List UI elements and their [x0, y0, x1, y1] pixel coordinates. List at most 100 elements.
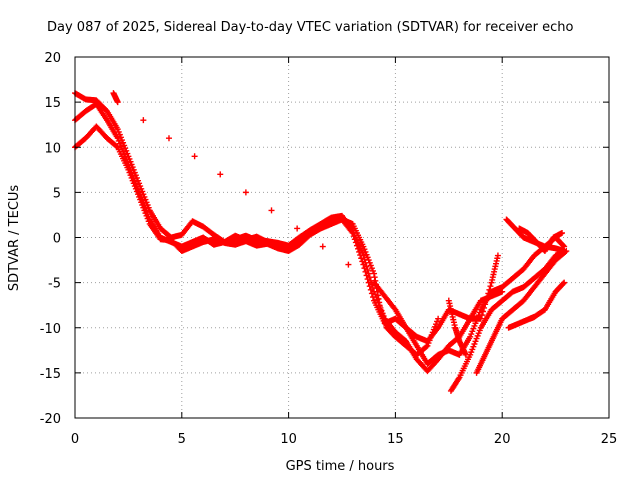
data-point [129, 164, 136, 171]
chart-title: Day 087 of 2025, Sidereal Day-to-day VTE… [47, 20, 574, 35]
data-point [191, 153, 198, 160]
data-point [128, 174, 135, 181]
y-tick-label: 0 [53, 232, 61, 247]
y-tick-label: 20 [44, 51, 61, 66]
data-point [125, 166, 132, 173]
y-tick-label: -20 [40, 412, 61, 427]
data-point [114, 99, 121, 106]
data-point [137, 196, 144, 203]
data-point [366, 283, 373, 290]
data-point [367, 262, 374, 269]
series-track-j [445, 297, 469, 358]
data-point [482, 301, 489, 308]
data-point [118, 137, 125, 144]
data-point [487, 283, 494, 290]
data-point [475, 330, 482, 337]
data-point [136, 180, 143, 187]
data-point [145, 218, 152, 225]
data-point [138, 185, 145, 192]
data-point [474, 332, 481, 339]
data-point [560, 280, 567, 287]
data-point [362, 268, 369, 275]
data-point [132, 185, 139, 192]
x-tick-label: 0 [71, 432, 79, 447]
data-point [143, 199, 150, 206]
data-point [481, 304, 488, 311]
data-point [141, 207, 148, 214]
data-point [117, 134, 124, 141]
data-point [357, 252, 364, 259]
data-point [363, 272, 370, 279]
data-point [127, 158, 134, 165]
data-point [468, 331, 475, 338]
data-point [115, 137, 122, 144]
data-point [353, 242, 360, 249]
x-tick-label: 15 [387, 432, 404, 447]
data-point [125, 153, 132, 160]
data-point [368, 290, 375, 297]
data-point [129, 177, 136, 184]
data-point [133, 174, 140, 181]
data-point [360, 261, 367, 268]
data-point [485, 290, 492, 297]
data-point [364, 254, 371, 261]
data-point [365, 257, 372, 264]
data-point [374, 296, 381, 303]
data-point [369, 294, 376, 301]
data-point [477, 315, 484, 322]
data-point [352, 239, 359, 246]
data-point [130, 180, 137, 187]
data-point [351, 236, 358, 243]
data-point [136, 193, 143, 200]
series-track-i [505, 279, 568, 331]
data-point [115, 128, 122, 135]
data-point [121, 142, 128, 149]
data-point [369, 267, 376, 274]
data-point [361, 265, 368, 272]
axis-ticks: 0 5 10 15 20 25 -20 -15 -10 -5 0 5 10 15 20 [40, 51, 618, 447]
data-point [471, 322, 478, 329]
data-point [217, 171, 224, 178]
data-point [137, 183, 144, 190]
data-point [133, 188, 140, 195]
data-point [486, 286, 493, 293]
data-point [141, 193, 148, 200]
x-tick-label: 5 [178, 432, 186, 447]
data-point [144, 215, 151, 222]
y-tick-label: 15 [44, 96, 61, 111]
data-point [123, 147, 130, 154]
x-tick-label: 25 [601, 432, 618, 447]
data-point [114, 126, 121, 133]
data-point [471, 340, 478, 347]
data-point [479, 308, 486, 315]
data-point [358, 255, 365, 262]
data-point [484, 294, 491, 301]
data-point [294, 225, 301, 232]
data-point [135, 191, 142, 198]
data-point [113, 143, 120, 150]
data-point [140, 204, 147, 211]
data-point [468, 349, 475, 356]
data-point [144, 202, 151, 209]
data-point [483, 297, 490, 304]
data-point [140, 117, 147, 124]
x-axis-title: GPS time / hours [286, 459, 395, 474]
data-point [365, 279, 372, 286]
data-point [268, 207, 275, 214]
data-point [116, 140, 123, 147]
data-point [472, 338, 479, 345]
data-point [349, 229, 356, 236]
data-point [560, 242, 567, 249]
data-point [469, 328, 476, 335]
data-point [561, 279, 568, 286]
data-point [242, 189, 249, 196]
data-point [368, 265, 375, 272]
y-tick-label: 10 [44, 141, 61, 156]
data-point [467, 333, 474, 340]
data-point [473, 335, 480, 342]
data-point [145, 204, 152, 211]
data-point [356, 248, 363, 255]
data-point [140, 191, 147, 198]
data-point [131, 183, 138, 190]
data-point [476, 327, 483, 334]
